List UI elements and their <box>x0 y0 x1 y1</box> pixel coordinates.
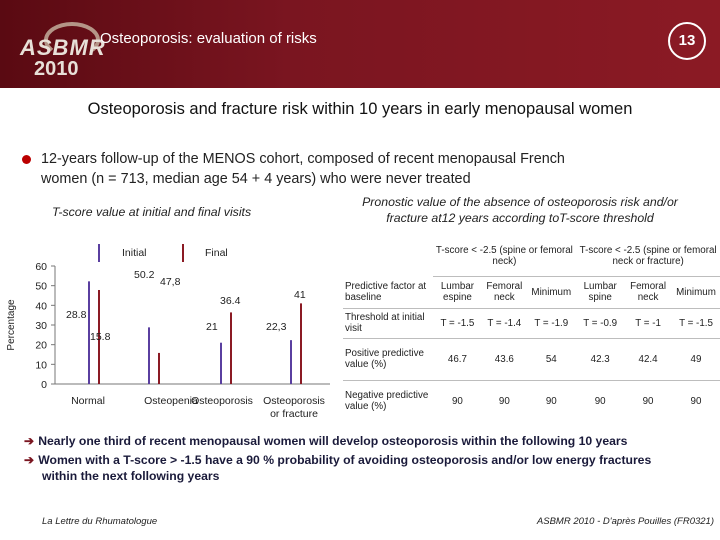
table-col-header: Minimum <box>672 276 720 309</box>
table-cell: T = -1.5 <box>432 308 483 339</box>
table-cell: 46.7 <box>432 338 483 381</box>
table-cell: T = -1.5 <box>672 308 720 339</box>
conclusion-2-cont: within the next following years <box>42 469 220 483</box>
bar-initial <box>290 340 292 384</box>
bullet-icon <box>22 155 31 164</box>
category-label: Osteopenia <box>144 395 198 407</box>
table-col-header: Lumbar spine <box>576 276 625 309</box>
table-cell: T = -1.9 <box>526 308 577 339</box>
table-col-header: Femoral neck <box>624 276 673 309</box>
table-row: Positive predictive value (%) 46.7 43.6 … <box>343 338 720 381</box>
legend-label-final: Final <box>205 247 228 259</box>
y-axis-label: Percentage <box>6 299 17 351</box>
table-cell: 90 <box>545 395 557 407</box>
table-row: Negative predictive value (%) 90 90 90 9… <box>343 380 720 422</box>
conclusion-text: Nearly one third of recent menopausal wo… <box>38 434 628 448</box>
logo-year: 2010 <box>34 58 79 80</box>
slide-header: ASBMR 2010 Osteoporosis: evaluation of r… <box>0 0 720 88</box>
table-col-header: Lumbar espine <box>432 276 483 309</box>
page-number: 13 <box>668 22 706 60</box>
y-tick-label: 20 <box>35 340 47 352</box>
footer-credit: ASBMR 2010 - D'après Pouilles (FR0321) <box>536 516 714 527</box>
data-label: 21 <box>206 321 218 333</box>
table-cell: 54 <box>526 338 577 381</box>
data-label: 41 <box>294 289 306 301</box>
table-cell: 90 <box>642 395 654 407</box>
bar-final <box>230 312 232 384</box>
table-title-line-2: fracture at12 years according toT-score … <box>386 211 654 225</box>
predictive-value-table: T-score < -2.5 (spine or femoral neck) T… <box>343 236 720 422</box>
y-tick-label: 10 <box>35 359 47 371</box>
table-row: Threshold at initial visit T = -1.5 T = … <box>343 308 720 339</box>
table-title: Pronostic value of the absence of osteop… <box>330 194 710 226</box>
table-group-header-row: T-score < -2.5 (spine or femoral neck) T… <box>343 236 720 277</box>
bar-final <box>300 303 302 384</box>
bar-final <box>98 289 100 384</box>
table-cell: 90 <box>690 395 702 407</box>
table-col-header: Minimum <box>526 276 577 309</box>
asbmr-logo <box>14 12 100 84</box>
slide-subtitle: Osteoporosis and fracture risk within 10… <box>87 100 633 118</box>
intro-text: 12-years follow-up of the MENOS cohort, … <box>41 149 681 189</box>
table-corner <box>343 236 433 276</box>
y-tick-label: 0 <box>41 379 47 391</box>
table-row-label: Predictive factor at baseline <box>343 276 433 309</box>
chart-title: T-score value at initial and final visit… <box>52 205 252 219</box>
table-cell: 42.3 <box>576 338 625 381</box>
intro-line-1: 12-years follow-up of the MENOS cohort, … <box>41 151 565 167</box>
conclusion-text: Women with a T-score > -1.5 have a 90 % … <box>38 453 652 467</box>
y-tick-label: 60 <box>35 261 47 273</box>
intro-line-2: women (n = 713, median age 54 + 4 years)… <box>41 171 471 187</box>
bar-initial <box>148 327 150 384</box>
table-cell: 43.6 <box>482 338 527 381</box>
y-tick-label: 50 <box>35 281 47 293</box>
table-cell: 90 <box>451 395 463 407</box>
table-group-header: T-score < -2.5 (spine or femoral neck or… <box>576 236 720 277</box>
header-title: Osteoporosis: evaluation of risks <box>100 30 317 47</box>
table-cell: 90 <box>594 395 606 407</box>
data-label: 22,3 <box>266 321 287 333</box>
table-cell: 90 <box>498 395 510 407</box>
conclusion-2: ➔ Women with a T-score > -1.5 have a 90 %… <box>24 452 651 468</box>
table-row-label: Negative predictive value (%) <box>345 390 429 413</box>
bar-final <box>158 352 160 384</box>
arrow-right-icon: ➔ <box>24 434 35 448</box>
data-label: 36.4 <box>220 295 241 307</box>
data-label: 47,8 <box>160 276 181 288</box>
logo-swirl-icon <box>44 22 100 58</box>
table-cell: T = -1 <box>624 308 673 339</box>
arrow-right-icon: ➔ <box>24 453 35 467</box>
table-row: Predictive factor at baseline Lumbar esp… <box>343 276 720 309</box>
table-cell: T = -1.4 <box>482 308 527 339</box>
y-tick-label: 40 <box>35 300 47 312</box>
logo-text: ASBMR <box>20 35 106 60</box>
table-cell: T = -0.9 <box>576 308 625 339</box>
table-row-label: Positive predictive value (%) <box>343 338 433 381</box>
data-label: 15.8 <box>90 331 111 343</box>
category-label: Osteoporosis or fracture <box>263 395 325 420</box>
conclusion-1: ➔ Nearly one third of recent menopausal w… <box>24 433 627 449</box>
table-row-label: Threshold at initial visit <box>343 308 433 339</box>
table-cell: 49 <box>672 338 720 381</box>
y-tick-label: 30 <box>35 320 47 332</box>
footer-source: La Lettre du Rhumatologue <box>42 516 158 527</box>
category-label: Osteoporosis <box>191 395 253 407</box>
bar-initial <box>88 281 90 384</box>
table-col-header: Femoral neck <box>482 276 527 309</box>
legend-label-initial: Initial <box>122 247 147 259</box>
bar-initial <box>220 342 222 384</box>
table-title-line-1: Pronostic value of the absence of osteop… <box>362 195 678 209</box>
table-cell: 42.4 <box>624 338 673 381</box>
data-label: 28.8 <box>66 309 87 321</box>
category-label: Normal <box>71 395 105 407</box>
table-group-header: T-score < -2.5 (spine or femoral neck) <box>432 236 577 277</box>
data-label: 50.2 <box>134 269 155 281</box>
